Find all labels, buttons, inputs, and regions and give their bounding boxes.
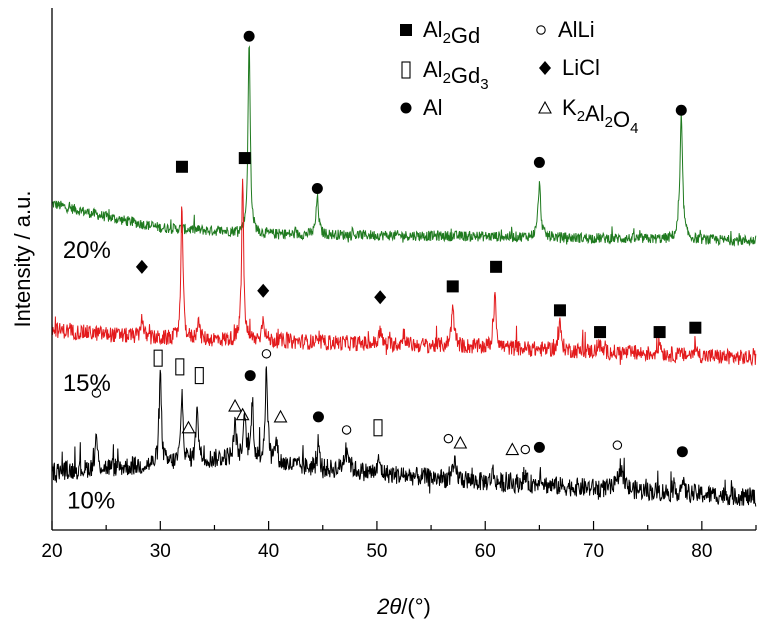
series-label: 10% bbox=[67, 487, 115, 514]
legend-marker-square bbox=[400, 24, 412, 36]
phase-marker-square bbox=[238, 152, 251, 165]
phase-marker-square bbox=[446, 280, 459, 293]
x-axis-label: 2θ/(°) bbox=[376, 594, 431, 619]
phase-marker-triangle-open bbox=[181, 420, 196, 434]
phase-marker-square bbox=[594, 326, 607, 339]
phase-marker-circle-filled bbox=[533, 156, 545, 168]
legend: Al2Gd AlLi Al2Gd3 LiCl Al K2Al2O4 bbox=[400, 17, 638, 137]
x-tick-label: 20 bbox=[41, 541, 62, 562]
series-line-20pct bbox=[51, 45, 757, 247]
phase-marker-circle-open bbox=[341, 425, 352, 435]
x-tick-label: 70 bbox=[583, 541, 604, 562]
phase-marker-circle-filled bbox=[311, 183, 323, 195]
series-label: 15% bbox=[63, 370, 111, 397]
axes: 20 30 40 50 60 70 80 2θ/(°) Intensity / a.u. bbox=[10, 8, 757, 619]
phase-marker-diamond bbox=[135, 259, 148, 274]
phase-marker-square bbox=[553, 304, 566, 317]
phase-marker-triangle-open bbox=[228, 398, 242, 412]
phase-marker-circle-filled bbox=[675, 104, 687, 116]
y-axis-label: Intensity / a.u. bbox=[10, 191, 35, 328]
x-tick-label: 80 bbox=[691, 541, 712, 562]
legend-marker-diamond bbox=[539, 61, 551, 75]
x-tick-label: 50 bbox=[366, 541, 387, 562]
plot-area: 20% 15% 10% bbox=[51, 30, 757, 514]
phase-marker-diamond bbox=[374, 290, 387, 305]
phase-marker-triangle-open bbox=[235, 407, 250, 421]
phase-marker-rect-open bbox=[194, 367, 204, 385]
x-tick-label: 60 bbox=[475, 541, 496, 562]
phase-marker-circle-filled bbox=[312, 411, 324, 423]
series-label: 20% bbox=[63, 237, 111, 264]
phase-marker-rect-open bbox=[373, 419, 383, 437]
legend-marker-circle-open bbox=[536, 25, 546, 35]
phase-marker-square bbox=[175, 160, 188, 173]
legend-label: K2Al2O4 bbox=[562, 95, 638, 137]
legend-label: LiCl bbox=[562, 55, 600, 80]
phase-marker-circle-open bbox=[520, 444, 531, 455]
legend-label: Al2Gd bbox=[423, 17, 480, 48]
phase-marker-square bbox=[653, 326, 666, 339]
phase-marker-circle-open bbox=[443, 433, 454, 444]
phase-marker-circle-filled bbox=[243, 30, 255, 42]
legend-label: Al bbox=[423, 95, 443, 120]
series-line-15pct bbox=[51, 178, 757, 367]
phase-marker-diamond bbox=[257, 283, 270, 298]
legend-marker-rect-open bbox=[401, 61, 411, 79]
phase-marker-triangle-open bbox=[453, 435, 468, 449]
phase-marker-rect-open bbox=[153, 349, 163, 367]
legend-label: Al2Gd3 bbox=[423, 57, 489, 93]
series-line-10pct bbox=[51, 366, 757, 507]
legend-marker-triangle-open bbox=[538, 100, 552, 114]
legend-label: AlLi bbox=[558, 17, 595, 42]
phase-marker-triangle-open bbox=[505, 442, 520, 456]
x-tick-label: 40 bbox=[258, 541, 279, 562]
phase-marker-circle-open bbox=[612, 440, 623, 450]
legend-marker-circle-filled bbox=[400, 102, 412, 114]
phase-marker-circle-filled bbox=[533, 441, 545, 453]
x-tick-label: 30 bbox=[150, 541, 171, 562]
phase-marker-square bbox=[490, 260, 503, 273]
phase-marker-circle-filled bbox=[676, 446, 688, 458]
phase-marker-circle-open bbox=[91, 388, 102, 398]
phase-marker-circle-open bbox=[261, 349, 272, 359]
phase-marker-rect-open bbox=[175, 358, 185, 376]
phase-marker-circle-filled bbox=[244, 370, 256, 382]
phase-marker-triangle-open bbox=[273, 409, 288, 423]
phase-marker-square bbox=[689, 321, 702, 334]
